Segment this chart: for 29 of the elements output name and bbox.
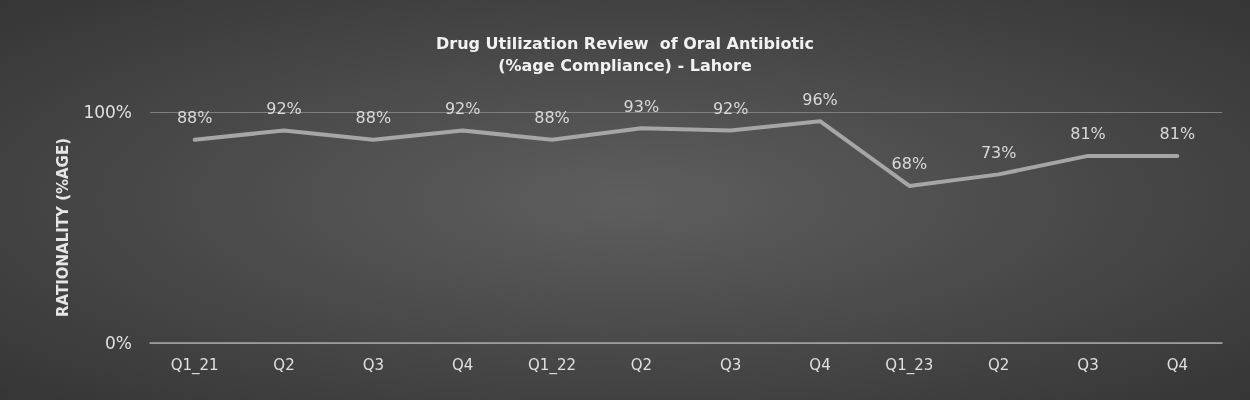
data-label: 96% [802, 89, 838, 109]
x-tick-label: Q3 [1077, 355, 1099, 374]
data-label: 92% [266, 98, 302, 118]
data-label: 73% [980, 142, 1017, 162]
x-tick-label: Q3 [362, 355, 385, 374]
data-label: 81% [1159, 124, 1196, 144]
x-tick-label: Q4 [809, 355, 831, 374]
x-tick-label: Q1_22 [528, 355, 576, 375]
data-label: 88% [176, 108, 213, 128]
data-label: 68% [891, 154, 928, 174]
y-tick-label: 0% [105, 333, 132, 353]
chart-title: Drug Utilization Review of Oral Antibiotic [435, 33, 815, 53]
x-tick-label: Q2 [273, 355, 295, 374]
data-label: 88% [534, 108, 570, 128]
data-label: 93% [623, 96, 660, 116]
x-tick-label: Q1_23 [885, 355, 934, 375]
x-tick-label: Q3 [719, 355, 742, 374]
x-tick-label: Q1_21 [170, 355, 219, 375]
x-tick-label: Q2 [987, 355, 1010, 374]
y-tick-label: 100% [83, 102, 132, 122]
data-label: 88% [355, 108, 392, 128]
data-label: 92% [712, 98, 749, 118]
data-label: 81% [1070, 124, 1106, 144]
x-tick-label: Q4 [451, 355, 474, 374]
chart-subtitle: (%age Compliance) - Lahore [498, 55, 752, 75]
y-axis-title: RATIONALITY (%AGE) [53, 137, 72, 318]
x-tick-label: Q4 [1166, 355, 1189, 374]
x-tick-label: Q2 [630, 355, 653, 374]
data-label: 92% [444, 98, 481, 118]
